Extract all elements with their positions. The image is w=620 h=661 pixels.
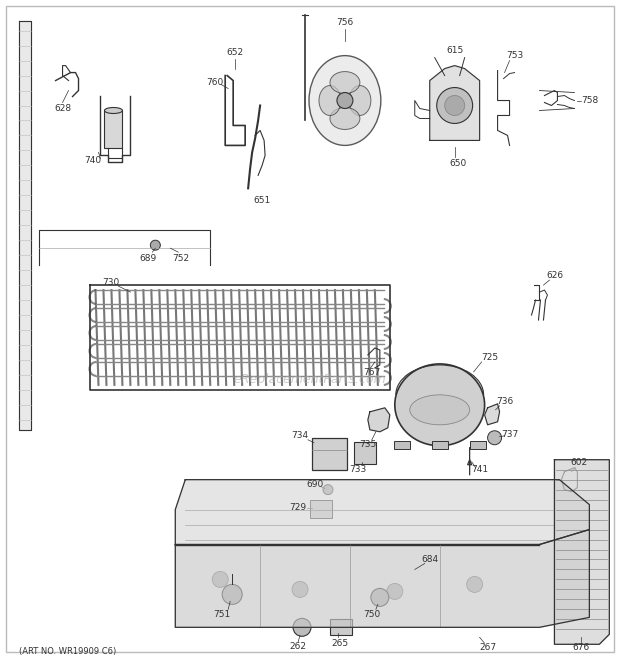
Polygon shape — [554, 459, 609, 644]
Text: 689: 689 — [140, 254, 157, 262]
Polygon shape — [368, 408, 390, 432]
Text: 650: 650 — [449, 159, 466, 168]
Ellipse shape — [330, 71, 360, 94]
Bar — [394, 441, 410, 449]
Text: 756: 756 — [336, 19, 353, 27]
Ellipse shape — [104, 108, 122, 114]
Circle shape — [222, 584, 242, 604]
Text: 262: 262 — [290, 642, 306, 651]
Text: 615: 615 — [446, 46, 463, 55]
Circle shape — [323, 485, 333, 494]
Circle shape — [487, 431, 502, 445]
Text: 737: 737 — [501, 430, 518, 440]
Text: 735: 735 — [359, 440, 376, 449]
Text: 752: 752 — [172, 254, 189, 262]
Text: 750: 750 — [363, 610, 381, 619]
Ellipse shape — [410, 395, 469, 425]
Text: 730: 730 — [102, 278, 119, 287]
Text: 760: 760 — [206, 78, 224, 87]
Bar — [432, 441, 448, 449]
Text: 753: 753 — [506, 51, 523, 60]
Text: 626: 626 — [546, 270, 563, 280]
Text: eReplacementParts.com: eReplacementParts.com — [234, 373, 386, 387]
Text: 741: 741 — [471, 465, 488, 474]
Ellipse shape — [395, 364, 485, 446]
Text: 767: 767 — [363, 368, 381, 377]
Text: 729: 729 — [290, 503, 306, 512]
Ellipse shape — [309, 56, 381, 145]
Circle shape — [151, 240, 161, 250]
Circle shape — [371, 588, 389, 606]
Text: 651: 651 — [254, 196, 271, 205]
Polygon shape — [485, 404, 500, 425]
Circle shape — [445, 96, 464, 116]
Circle shape — [436, 87, 472, 124]
Bar — [330, 619, 352, 635]
Polygon shape — [430, 65, 480, 140]
Text: 725: 725 — [481, 354, 498, 362]
Circle shape — [293, 618, 311, 637]
Text: 736: 736 — [496, 397, 513, 407]
Text: 267: 267 — [479, 642, 496, 652]
Ellipse shape — [319, 85, 341, 116]
Circle shape — [292, 582, 308, 598]
Text: 676: 676 — [573, 642, 590, 652]
Bar — [354, 442, 376, 464]
Polygon shape — [19, 20, 30, 430]
Bar — [312, 438, 347, 470]
Text: 758: 758 — [581, 96, 598, 105]
Circle shape — [337, 93, 353, 108]
Text: 652: 652 — [226, 48, 244, 57]
Text: 751: 751 — [213, 610, 231, 619]
Text: 602: 602 — [571, 458, 588, 467]
Circle shape — [212, 572, 228, 588]
Text: 628: 628 — [54, 104, 71, 113]
Ellipse shape — [330, 108, 360, 130]
Text: 690: 690 — [306, 480, 324, 489]
Circle shape — [387, 584, 403, 600]
Text: 733: 733 — [349, 465, 366, 474]
Ellipse shape — [349, 85, 371, 116]
Polygon shape — [175, 480, 590, 545]
Polygon shape — [175, 529, 590, 627]
Bar — [469, 441, 485, 449]
Text: 740: 740 — [84, 156, 101, 165]
Text: 684: 684 — [421, 555, 438, 564]
Text: 734: 734 — [291, 431, 309, 440]
Circle shape — [467, 576, 482, 592]
Text: 265: 265 — [331, 639, 348, 648]
Bar — [104, 110, 122, 149]
Text: (ART NO. WR19909 C6): (ART NO. WR19909 C6) — [19, 646, 116, 656]
Bar — [310, 500, 332, 518]
